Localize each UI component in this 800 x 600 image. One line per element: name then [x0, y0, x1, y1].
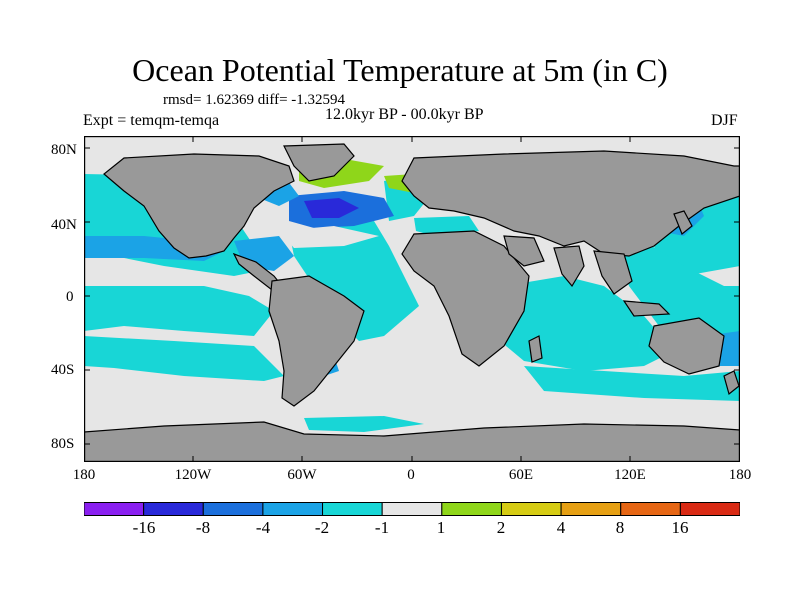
season-label: DJF [711, 112, 738, 129]
colorbar-box [262, 502, 324, 516]
colorbar-label: 8 [615, 518, 625, 537]
colorbar-box [202, 502, 264, 516]
colorbar [84, 502, 740, 516]
colorbar-label: -4 [255, 518, 271, 537]
india [553, 245, 585, 288]
antarctica [84, 421, 740, 462]
y-tick-label-0: 0 [66, 289, 74, 305]
colorbar-label: 4 [556, 518, 566, 537]
period-label: 12.0kyr BP - 00.0kyr BP [325, 106, 484, 123]
land-masses [84, 143, 740, 462]
x-tick-label-60e: 60E [508, 467, 534, 483]
north-america [103, 153, 295, 259]
colorbar-label: -1 [374, 518, 390, 537]
south-america [268, 275, 365, 407]
temperature-map [84, 136, 740, 462]
x-tick-label-120w: 120W [174, 467, 212, 483]
indo-pacific-cyan [614, 236, 740, 346]
australia [648, 317, 725, 375]
colorbar-label: 16 [671, 518, 689, 537]
colorbar-box [679, 502, 740, 516]
colorbar-box [322, 502, 383, 516]
africa [401, 230, 530, 367]
x-tick-label-120e: 120E [614, 467, 646, 483]
colorbar-label: 1 [436, 518, 446, 537]
greenland [283, 143, 355, 182]
stats-line: rmsd= 1.62369 diff= -1.32594 [163, 92, 346, 108]
x-tick-label-60w: 60W [287, 467, 317, 483]
madagascar [528, 335, 543, 363]
south-pacific-cyan [84, 336, 284, 381]
colorbar-label: -2 [314, 518, 330, 537]
japan [673, 210, 693, 235]
colorbar-label: 2 [496, 518, 506, 537]
y-tick-label-80n: 80N [51, 142, 77, 158]
plot-title: Ocean Potential Temperature at 5m (in C) [132, 52, 668, 88]
north-atlantic-core-blue [304, 198, 359, 218]
colorbar-box [560, 502, 622, 516]
antarctic-shelf-cyan [304, 416, 424, 432]
equatorial-atlantic-cyan [289, 221, 419, 341]
colorbar-label: -16 [132, 518, 156, 537]
arabia [503, 235, 545, 267]
x-tick-label-180w: 180 [72, 467, 96, 483]
colorbar-label: -8 [195, 518, 211, 537]
southern-ocean-cyan-east [524, 366, 740, 401]
experiment-label: Expt = temqm-temqa [83, 112, 220, 129]
y-tick-label-40s: 40S [51, 362, 75, 378]
y-tick-label-40n: 40N [51, 217, 77, 233]
colorbar-box [143, 502, 204, 516]
y-tick-label-80s: 80S [51, 436, 75, 452]
x-tick-label-180e: 180 [728, 467, 752, 483]
colorbar-box [620, 502, 681, 516]
gulf-stream-light [279, 226, 379, 248]
indonesia [622, 300, 671, 317]
tropical-pacific-cyan [84, 286, 274, 336]
x-tick-label-0: 0 [407, 467, 415, 483]
axis-ticks [84, 136, 740, 462]
colorbar-box [500, 502, 562, 516]
colorbar-box [441, 502, 502, 516]
se-asia [593, 250, 633, 295]
colorbar-box [84, 502, 145, 516]
colorbar-box [381, 502, 443, 516]
